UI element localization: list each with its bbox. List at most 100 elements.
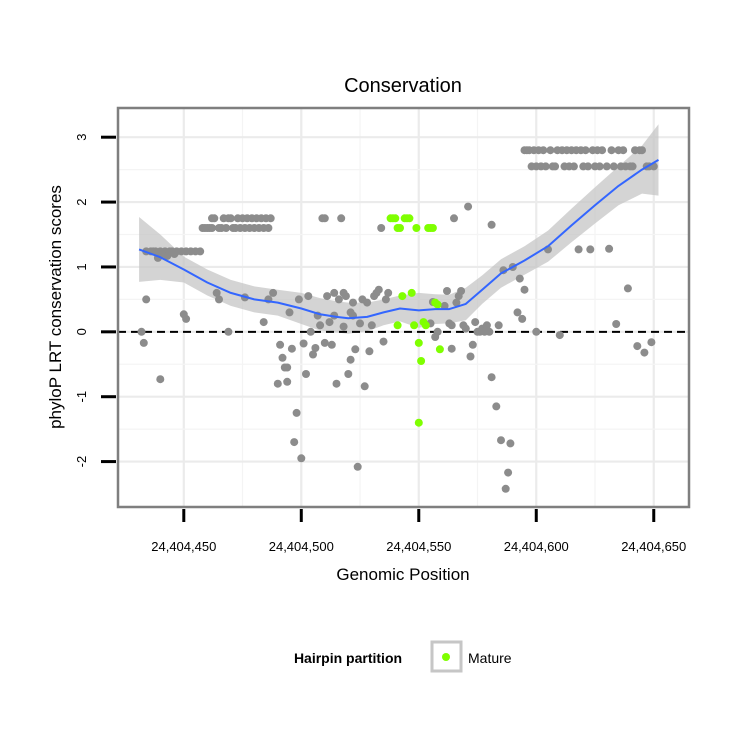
data-point-mature bbox=[410, 321, 419, 330]
y-tick-label: -1 bbox=[74, 391, 89, 403]
data-point bbox=[264, 224, 273, 232]
points-layer bbox=[137, 146, 658, 493]
data-point bbox=[365, 347, 374, 356]
data-point-mature bbox=[396, 224, 404, 232]
smooth-line bbox=[138, 159, 660, 320]
data-point bbox=[210, 214, 219, 223]
data-point bbox=[349, 298, 357, 307]
data-point bbox=[555, 331, 564, 340]
data-point bbox=[466, 352, 475, 361]
data-point bbox=[494, 321, 503, 330]
data-point bbox=[283, 377, 292, 386]
data-point bbox=[320, 338, 329, 347]
data-point bbox=[447, 344, 456, 353]
data-point bbox=[487, 220, 496, 229]
data-point bbox=[492, 402, 501, 411]
data-point bbox=[290, 438, 299, 447]
data-point bbox=[278, 353, 287, 362]
data-point bbox=[381, 295, 390, 304]
data-point bbox=[520, 285, 529, 294]
data-point bbox=[137, 327, 146, 336]
data-point bbox=[196, 247, 205, 256]
x-tick-label: 24,404,600 bbox=[504, 539, 569, 554]
data-point bbox=[273, 379, 282, 388]
x-axis-title: Genomic Position bbox=[336, 565, 469, 584]
data-point bbox=[139, 338, 148, 347]
data-point bbox=[332, 379, 341, 388]
data-point bbox=[304, 292, 313, 301]
x-tick-label: 24,404,500 bbox=[269, 539, 334, 554]
x-tick-label: 24,404,650 bbox=[621, 539, 686, 554]
data-point bbox=[346, 355, 355, 364]
data-point-mature bbox=[414, 418, 423, 427]
data-point bbox=[316, 321, 325, 330]
data-point-mature bbox=[398, 292, 407, 301]
data-point bbox=[311, 344, 320, 352]
data-point bbox=[259, 318, 268, 327]
data-point bbox=[569, 162, 578, 171]
data-point bbox=[609, 162, 618, 171]
data-point bbox=[341, 292, 350, 301]
data-point bbox=[638, 146, 646, 155]
x-tick-label: 24,404,450 bbox=[151, 539, 216, 554]
data-point bbox=[450, 214, 458, 223]
data-point bbox=[374, 285, 383, 294]
data-point bbox=[356, 319, 364, 328]
data-point bbox=[339, 322, 348, 331]
data-point bbox=[302, 370, 310, 378]
data-point bbox=[283, 363, 292, 372]
confidence-band bbox=[139, 124, 659, 334]
data-point bbox=[269, 288, 278, 297]
data-point bbox=[461, 324, 470, 333]
smooth-line-layer bbox=[138, 159, 660, 320]
data-point-mature bbox=[414, 338, 423, 347]
data-point bbox=[208, 224, 216, 232]
data-point bbox=[501, 484, 510, 493]
data-point bbox=[612, 320, 621, 328]
data-point bbox=[485, 327, 494, 336]
data-point bbox=[360, 382, 369, 391]
data-point bbox=[581, 146, 590, 155]
data-point bbox=[513, 308, 522, 317]
data-point-mature bbox=[391, 214, 400, 223]
data-point bbox=[452, 298, 461, 307]
data-point bbox=[294, 295, 303, 304]
data-point bbox=[367, 321, 376, 330]
y-tick-label: -2 bbox=[74, 456, 89, 468]
data-point bbox=[506, 439, 515, 448]
data-point bbox=[327, 340, 336, 349]
data-point bbox=[344, 370, 353, 378]
data-point bbox=[605, 244, 614, 253]
data-point bbox=[623, 284, 632, 293]
y-tick-label: 2 bbox=[74, 198, 89, 205]
data-point bbox=[351, 345, 360, 354]
data-point bbox=[156, 375, 165, 384]
data-point bbox=[487, 373, 496, 382]
data-point bbox=[337, 214, 346, 223]
y-axis: -2 -1 0 1 2 3 bbox=[74, 134, 116, 468]
data-point bbox=[584, 162, 592, 171]
data-point-mature bbox=[412, 224, 421, 232]
data-point bbox=[334, 295, 343, 304]
data-point bbox=[215, 295, 223, 304]
data-point bbox=[541, 162, 550, 171]
data-point bbox=[607, 146, 616, 155]
data-point bbox=[468, 340, 477, 349]
data-point bbox=[287, 344, 296, 353]
data-point bbox=[497, 436, 505, 445]
chart-title: Conservation bbox=[344, 75, 462, 97]
legend-key-mature bbox=[442, 653, 450, 661]
data-point bbox=[222, 224, 231, 232]
data-point bbox=[595, 162, 604, 171]
data-point bbox=[226, 214, 235, 223]
data-point bbox=[551, 162, 560, 171]
plot-area bbox=[116, 106, 691, 509]
data-point bbox=[299, 339, 308, 348]
data-point bbox=[539, 146, 548, 155]
data-point bbox=[377, 224, 386, 232]
data-point bbox=[471, 318, 480, 327]
legend: Hairpin partition Mature bbox=[294, 640, 512, 673]
data-point bbox=[457, 287, 466, 295]
data-point bbox=[504, 468, 513, 477]
